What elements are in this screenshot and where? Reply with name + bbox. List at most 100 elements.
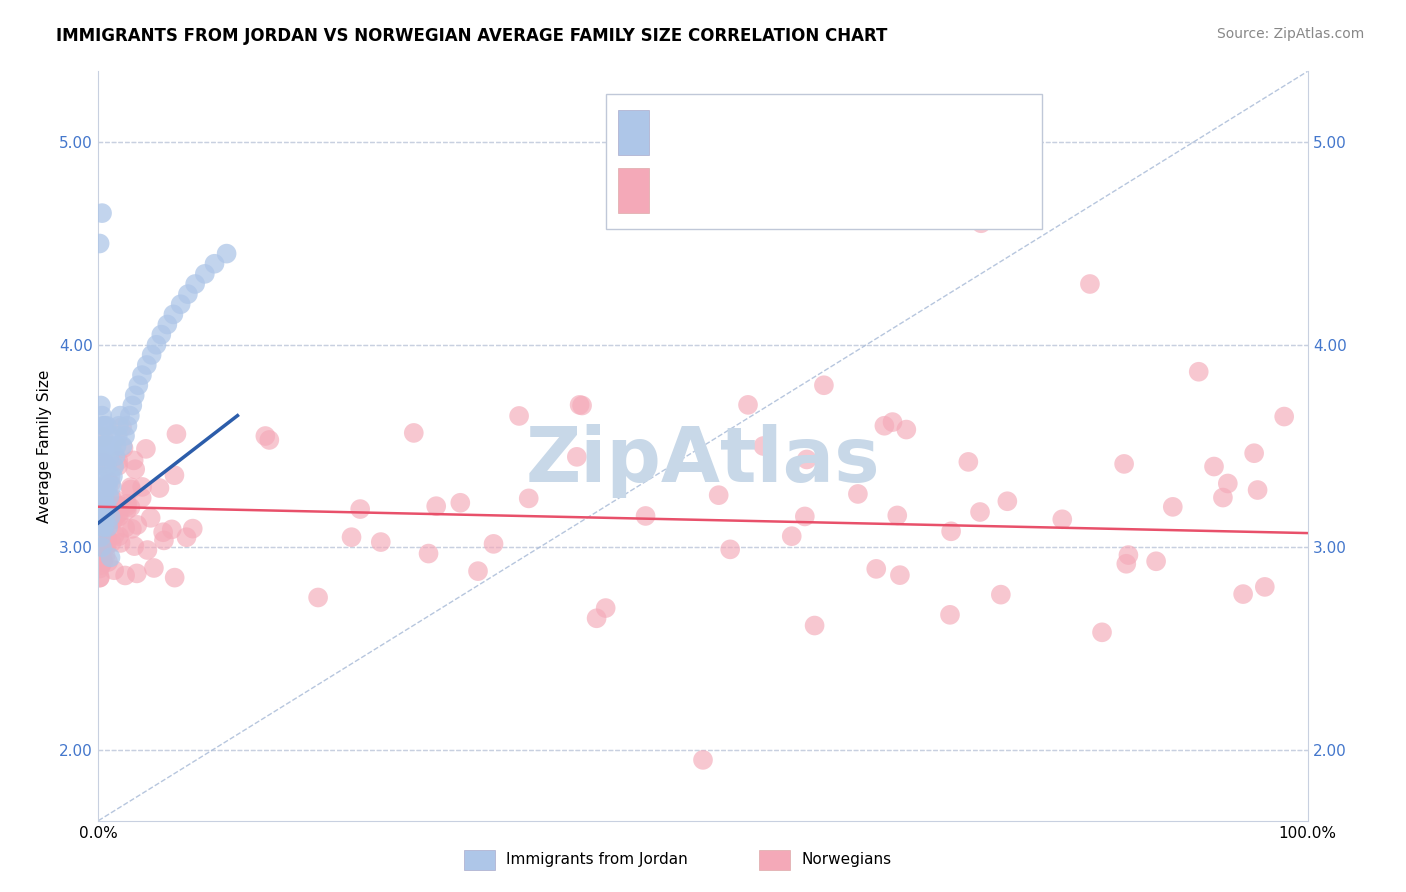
- Point: [780, 529, 803, 543]
- Point: [139, 511, 162, 525]
- Point: [169, 297, 191, 311]
- Point: [707, 488, 730, 502]
- Point: [181, 522, 204, 536]
- Point: [114, 568, 136, 582]
- Point: [94, 439, 117, 453]
- Point: [93, 490, 115, 504]
- Point: [131, 368, 153, 383]
- Point: [89, 429, 111, 443]
- Point: [568, 398, 591, 412]
- Point: [160, 522, 183, 536]
- Point: [101, 492, 124, 507]
- Point: [135, 358, 157, 372]
- Point: [96, 500, 118, 514]
- Point: [162, 307, 184, 321]
- Point: [90, 469, 112, 483]
- Point: [1272, 409, 1295, 424]
- Point: [107, 429, 129, 443]
- Point: [886, 508, 908, 523]
- Point: [135, 442, 157, 456]
- Point: [96, 459, 118, 474]
- Point: [91, 206, 114, 220]
- Text: ZipAtlas: ZipAtlas: [526, 424, 880, 498]
- Point: [254, 429, 277, 443]
- Point: [111, 439, 134, 453]
- Point: [1052, 512, 1074, 526]
- Point: [131, 491, 153, 505]
- Point: [94, 508, 117, 522]
- Point: [115, 503, 138, 517]
- Point: [104, 511, 127, 525]
- Point: [141, 348, 163, 362]
- Point: [121, 399, 143, 413]
- Point: [418, 547, 440, 561]
- Point: [91, 453, 114, 467]
- Point: [96, 534, 118, 549]
- Point: [1114, 457, 1136, 471]
- Point: [194, 267, 217, 281]
- Point: [89, 571, 111, 585]
- Point: [122, 453, 145, 467]
- Point: [89, 509, 111, 524]
- Point: [865, 562, 887, 576]
- Point: [96, 516, 118, 530]
- Point: [1202, 459, 1225, 474]
- Point: [100, 469, 122, 483]
- Point: [104, 449, 127, 463]
- Point: [103, 499, 125, 513]
- Point: [90, 495, 112, 509]
- Point: [152, 525, 174, 540]
- Point: [142, 561, 165, 575]
- Point: [156, 318, 179, 332]
- Point: [91, 439, 114, 453]
- Point: [94, 549, 117, 563]
- Point: [124, 462, 146, 476]
- Point: [425, 499, 447, 513]
- Point: [112, 441, 135, 455]
- Point: [204, 257, 226, 271]
- Point: [90, 399, 112, 413]
- Point: [165, 427, 187, 442]
- Point: [93, 418, 115, 433]
- Point: [90, 439, 112, 453]
- Point: [94, 506, 117, 520]
- Point: [90, 500, 112, 515]
- Point: [107, 499, 129, 513]
- Point: [634, 508, 657, 523]
- Point: [1161, 500, 1184, 514]
- Point: [105, 439, 128, 453]
- Point: [114, 521, 136, 535]
- Point: [97, 508, 120, 522]
- Point: [1243, 446, 1265, 460]
- Point: [94, 479, 117, 493]
- Text: Immigrants from Jordan: Immigrants from Jordan: [506, 853, 688, 867]
- Text: Source: ZipAtlas.com: Source: ZipAtlas.com: [1216, 27, 1364, 41]
- Point: [995, 494, 1018, 508]
- Point: [89, 561, 111, 575]
- Point: [101, 469, 124, 483]
- Point: [177, 287, 200, 301]
- Point: [93, 500, 115, 514]
- Point: [163, 571, 186, 585]
- Point: [91, 479, 114, 493]
- Point: [97, 555, 120, 569]
- Point: [89, 500, 111, 515]
- Point: [91, 418, 114, 433]
- Point: [100, 503, 122, 517]
- Point: [517, 491, 540, 506]
- Point: [89, 501, 111, 516]
- Point: [100, 535, 122, 549]
- Point: [91, 449, 114, 463]
- Point: [107, 509, 129, 524]
- Point: [94, 528, 117, 542]
- Point: [1091, 625, 1114, 640]
- Point: [124, 539, 146, 553]
- Point: [793, 509, 815, 524]
- Point: [970, 216, 993, 230]
- Point: [449, 496, 471, 510]
- Point: [89, 497, 111, 511]
- Point: [1144, 554, 1167, 568]
- Point: [96, 418, 118, 433]
- Point: [97, 439, 120, 453]
- Point: [91, 409, 114, 423]
